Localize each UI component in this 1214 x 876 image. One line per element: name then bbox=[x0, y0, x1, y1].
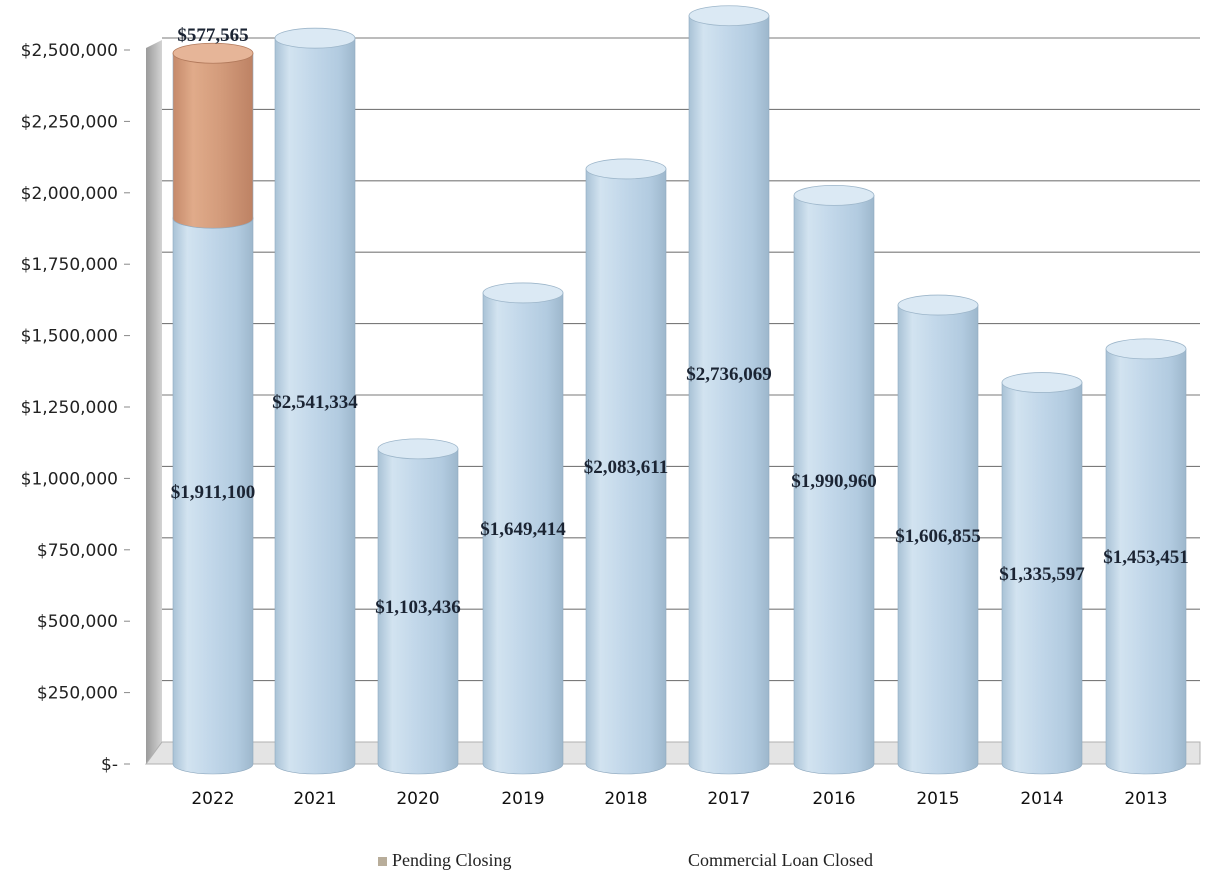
bar-2013 bbox=[1105, 338, 1187, 775]
y-tick-label: $250,000 bbox=[37, 684, 118, 704]
x-tick-label: 2014 bbox=[1020, 789, 1063, 809]
chart-svg: $- $250,000 $500,000 $750,000 $1,000,000 $1,2… bbox=[21, 5, 1201, 809]
bar-pending-2022-body bbox=[172, 52, 254, 229]
bar-closed-2017-body bbox=[688, 15, 770, 775]
x-tick-label: 2013 bbox=[1124, 789, 1167, 809]
bar-2019 bbox=[482, 282, 564, 775]
bar-2014 bbox=[1001, 372, 1083, 775]
bar-2016 bbox=[793, 184, 875, 775]
bar-closed-2014-top bbox=[1001, 372, 1083, 393]
y-tick-label: $1,250,000 bbox=[21, 398, 118, 418]
x-tick-label: 2020 bbox=[396, 789, 439, 809]
bar-closed-2015 bbox=[897, 294, 979, 775]
chart-side-wall bbox=[146, 40, 162, 764]
x-tick-label: 2015 bbox=[916, 789, 959, 809]
bar-pending-2022 bbox=[172, 42, 254, 229]
bar-closed-2019-body bbox=[482, 292, 564, 775]
bar-2022 bbox=[172, 42, 254, 775]
bar-closed-2013-body bbox=[1105, 348, 1187, 775]
legend: Pending Closing Commercial Loan Closed bbox=[0, 846, 1214, 874]
bar-closed-2014 bbox=[1001, 372, 1083, 775]
data-label-closed-2018: $2,083,611 bbox=[584, 457, 668, 478]
bar-closed-2013-top bbox=[1105, 338, 1187, 360]
y-tick-label: $2,250,000 bbox=[21, 112, 118, 132]
y-tick-label: $2,500,000 bbox=[21, 41, 118, 61]
x-tick-label: 2019 bbox=[501, 789, 544, 809]
data-label-closed-2015: $1,606,855 bbox=[895, 526, 981, 547]
y-tick-label: $1,000,000 bbox=[21, 469, 118, 489]
bar-2017 bbox=[688, 5, 770, 775]
bar-closed-2016-top bbox=[793, 184, 875, 206]
data-label-pending-2022: $577,565 bbox=[177, 25, 248, 46]
data-label-closed-2017: $2,736,069 bbox=[686, 364, 772, 385]
bar-closed-2020-body bbox=[377, 448, 459, 775]
x-tick-label: 2018 bbox=[604, 789, 647, 809]
bar-2015 bbox=[897, 294, 979, 775]
x-tick-label: 2021 bbox=[293, 789, 336, 809]
bar-closed-2016-body bbox=[793, 195, 875, 775]
bar-pending-2022-top bbox=[172, 42, 254, 64]
bar-closed-2014-body bbox=[1001, 382, 1083, 775]
data-label-closed-2021: $2,541,334 bbox=[272, 392, 358, 413]
x-tick-label: 2017 bbox=[707, 789, 750, 809]
bar-closed-2020-top bbox=[377, 438, 459, 460]
data-labels: $1,911,100 $577,565 2022 $2,541,334 2021 $1,1… bbox=[171, 25, 1189, 809]
y-tick-label: $750,000 bbox=[37, 541, 118, 561]
y-axis: $- $250,000 $500,000 $750,000 $1,000,000 $1,2… bbox=[21, 41, 130, 775]
data-label-closed-2020: $1,103,436 bbox=[375, 597, 461, 618]
bar-closed-2020 bbox=[377, 438, 459, 775]
y-tick-label: $1,750,000 bbox=[21, 255, 118, 275]
bar-closed-2016 bbox=[793, 184, 875, 775]
data-label-closed-2013: $1,453,451 bbox=[1103, 547, 1189, 568]
bar-2020 bbox=[377, 438, 459, 775]
bar-closed-2019-top bbox=[482, 282, 564, 304]
data-label-closed-2022: $1,911,100 bbox=[171, 482, 255, 503]
legend-label-pending: Pending Closing bbox=[392, 850, 512, 870]
bar-closed-2021 bbox=[274, 27, 356, 775]
data-label-closed-2019: $1,649,414 bbox=[480, 519, 566, 540]
y-tick-label: $500,000 bbox=[37, 612, 118, 632]
bar-2018 bbox=[585, 158, 667, 775]
bar-closed-2015-body bbox=[897, 304, 979, 775]
legend-label-closed: Commercial Loan Closed bbox=[688, 850, 873, 870]
data-label-closed-2016: $1,990,960 bbox=[791, 471, 877, 492]
y-tick-label: $1,500,000 bbox=[21, 327, 118, 347]
bar-closed-2018-top bbox=[585, 158, 667, 180]
bar-closed-2018 bbox=[585, 158, 667, 775]
legend-item-pending: Pending Closing bbox=[378, 850, 512, 871]
y-tick-label: $2,000,000 bbox=[21, 184, 118, 204]
bar-closed-2019 bbox=[482, 282, 564, 775]
bar-closed-2015-top bbox=[897, 294, 979, 316]
bar-2021 bbox=[274, 27, 356, 775]
bars bbox=[172, 5, 1187, 775]
data-label-closed-2014: $1,335,597 bbox=[999, 564, 1085, 585]
x-tick-label: 2016 bbox=[812, 789, 855, 809]
bar-closed-2021-top bbox=[274, 27, 356, 49]
legend-swatch-pending bbox=[378, 857, 387, 867]
bar-closed-2017 bbox=[688, 5, 770, 775]
bar-closed-2013 bbox=[1105, 338, 1187, 775]
legend-item-closed: Commercial Loan Closed bbox=[688, 850, 873, 871]
bar-closed-2022-body bbox=[172, 217, 254, 775]
bar-closed-2017-top bbox=[688, 5, 770, 27]
bar-closed-2018-body bbox=[585, 168, 667, 775]
y-tick-label: $- bbox=[101, 755, 118, 775]
bar-closed-2021-body bbox=[274, 37, 356, 775]
x-tick-label: 2022 bbox=[191, 789, 234, 809]
